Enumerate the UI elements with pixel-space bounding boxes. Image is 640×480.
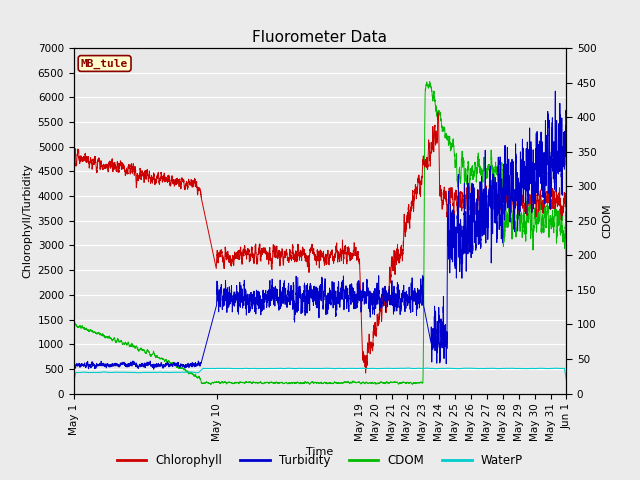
Title: Fluorometer Data: Fluorometer Data: [253, 30, 387, 46]
Y-axis label: CDOM: CDOM: [602, 204, 612, 238]
Y-axis label: Chlorophyll/Turbidity: Chlorophyll/Turbidity: [22, 163, 32, 278]
Text: MB_tule: MB_tule: [81, 59, 128, 69]
X-axis label: Time: Time: [307, 447, 333, 457]
Legend: Chlorophyll, Turbidity, CDOM, WaterP: Chlorophyll, Turbidity, CDOM, WaterP: [112, 449, 528, 472]
